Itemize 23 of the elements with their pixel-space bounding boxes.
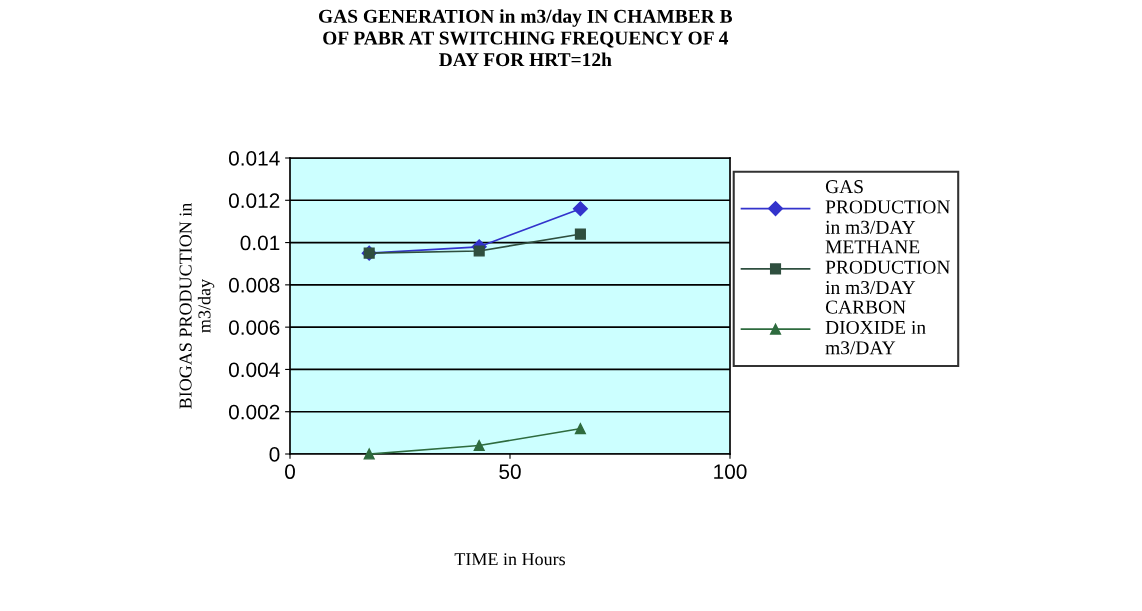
y-tick-label: 0.006 bbox=[228, 320, 280, 335]
y-tick-label: 0.008 bbox=[228, 277, 280, 293]
legend-label: CARBON DIOXIDE in m3/DAY bbox=[825, 300, 926, 355]
y-tick-label: 0.004 bbox=[228, 362, 280, 378]
y-tick-label: 0.014 bbox=[228, 151, 280, 166]
point bbox=[363, 448, 375, 460]
point bbox=[574, 423, 586, 435]
y-axis-title: BIOGAS PRODUCTION in m3/day bbox=[179, 202, 215, 409]
x-axis-title: TIME in Hours bbox=[454, 553, 566, 566]
point bbox=[473, 245, 485, 257]
x-tick-label: 50 bbox=[499, 464, 521, 480]
point bbox=[473, 439, 485, 452]
legend-label: GAS PRODUCTION in m3/DAY bbox=[825, 180, 950, 234]
chart-title: GAS GENERATION in m3/day IN CHAMBER B OF PABR AT SWITCHING FREQUENCY OF 4 DAY FOR HRT=12h bbox=[319, 9, 733, 67]
y-tick-label: 0.01 bbox=[240, 235, 280, 251]
y-tick-label: 0.012 bbox=[228, 193, 280, 209]
legend-label: METHANE PRODUCTION in m3/DAY bbox=[825, 240, 950, 295]
x-tick-label: 100 bbox=[714, 464, 747, 480]
y-tick-label: 0.002 bbox=[228, 404, 280, 420]
point bbox=[574, 228, 586, 240]
point bbox=[572, 201, 588, 217]
x-tick-label: 0 bbox=[285, 464, 295, 480]
y-tick-label: 0 bbox=[269, 447, 280, 462]
